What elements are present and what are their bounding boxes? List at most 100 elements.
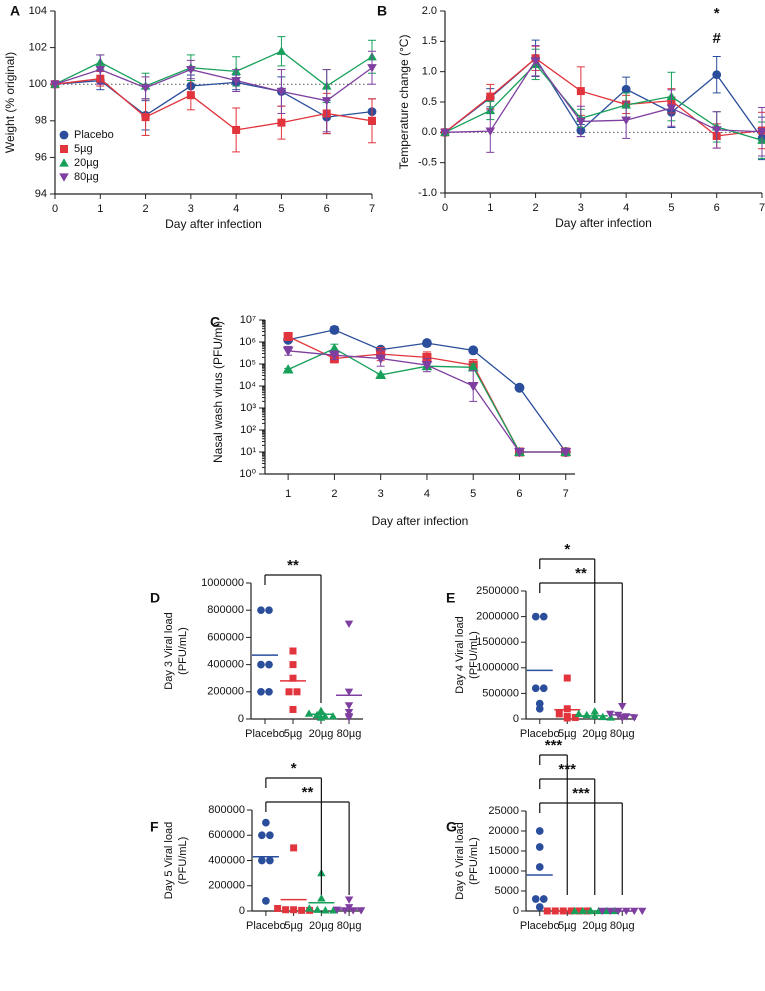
data-point-placebo: [468, 345, 479, 356]
data-point-20ug: [574, 709, 583, 718]
data-point-5ug: [576, 87, 585, 96]
y-tick-label: 0: [238, 713, 244, 725]
data-point-placebo: [266, 856, 274, 865]
data-point-5ug: [186, 91, 195, 100]
data-point-80ug: [757, 128, 765, 137]
x-axis-title: Day after infection: [165, 217, 262, 231]
data-point-80ug: [344, 896, 354, 904]
data-point-5ug: [543, 907, 551, 915]
x-tick-label: 6: [516, 488, 522, 500]
data-point-placebo: [535, 863, 544, 871]
y-axis-title: Day 5 Viral load: [163, 822, 175, 899]
y-tick-label: 0: [239, 905, 245, 917]
x-tick-label: 3: [578, 202, 584, 214]
y-tick-label: -1.0: [418, 187, 437, 199]
x-tick-label: Placebo: [520, 728, 560, 740]
x-tick-label: 4: [424, 488, 430, 500]
series-line-placebo: [54, 79, 373, 118]
x-tick-label: 1: [97, 203, 103, 215]
x-tick-label: 80µg: [610, 920, 635, 932]
y-tick-label: 600000: [208, 829, 245, 841]
y-tick-label: 10⁵: [239, 358, 256, 370]
data-point-20ug: [329, 343, 340, 353]
data-point-placebo: [531, 895, 540, 903]
y-tick-label: 20000: [488, 825, 519, 837]
x-tick-label: 2: [143, 203, 149, 215]
data-point-5ug: [555, 710, 563, 718]
y-tick-label: 0.5: [422, 96, 437, 108]
y-tick-label: 400000: [207, 659, 244, 671]
series-line-20ug: [54, 50, 373, 87]
x-tick-label: 3: [378, 488, 384, 500]
legend-label: 5µg: [74, 143, 93, 155]
data-point-placebo: [712, 70, 722, 80]
data-point-20ug: [316, 706, 326, 714]
data-point-placebo: [262, 818, 270, 827]
x-tick-label: 5µg: [284, 920, 303, 932]
data-point-80ug: [514, 447, 525, 458]
legend-marker-80ug: [59, 173, 69, 182]
data-point-80ug: [276, 87, 287, 97]
data-point-placebo: [535, 843, 544, 851]
panel-label-g: G: [446, 819, 457, 835]
y-tick-label: 600000: [207, 631, 244, 643]
data-point-80ug: [467, 381, 479, 392]
panel-label-d: D: [150, 590, 160, 606]
y-tick-label: 2.0: [422, 5, 437, 17]
data-point-80ug: [530, 57, 541, 66]
data-point-placebo: [257, 660, 265, 669]
y-tick-label: 0: [513, 905, 519, 917]
data-point-20ug: [328, 712, 338, 720]
data-point-80ug: [375, 354, 387, 364]
significance-label: **: [302, 784, 314, 801]
panel-label-b: B: [377, 3, 387, 19]
y-tick-label: 15000: [488, 845, 519, 857]
x-tick-label: 7: [563, 488, 569, 500]
y-axis-title: (PFU/mL): [177, 627, 189, 675]
series-line-80ug: [444, 59, 763, 133]
y-tick-label: 10³: [240, 402, 256, 414]
series-line-5ug: [444, 57, 763, 137]
data-point-20ug: [305, 904, 314, 912]
data-point-5ug: [571, 713, 579, 721]
data-point-20ug: [316, 713, 326, 721]
y-tick-label: 400000: [208, 854, 245, 866]
data-point-placebo: [257, 606, 265, 615]
y-tick-label: 1000000: [201, 577, 244, 589]
y-tick-label: 500000: [482, 687, 519, 699]
data-point-80ug: [186, 65, 196, 75]
data-point-80ug: [666, 104, 677, 113]
data-point-placebo: [535, 903, 544, 911]
data-point-20ug: [313, 905, 322, 913]
y-tick-label: 5000: [495, 885, 519, 897]
y-axis-title: Nasal wash virus (PFU/ml): [211, 321, 225, 463]
data-point-placebo: [535, 704, 544, 713]
data-point-placebo: [262, 897, 270, 905]
x-tick-label: 4: [623, 202, 629, 214]
data-point-5ug: [289, 661, 297, 669]
x-tick-label: 1: [487, 202, 493, 214]
y-tick-label: 1.5: [422, 35, 437, 47]
data-point-20ug: [321, 906, 330, 914]
x-tick-label: 0: [52, 203, 58, 215]
data-point-5ug: [290, 906, 298, 914]
x-tick-label: 20µg: [309, 920, 334, 932]
y-tick-label: 104: [29, 5, 47, 17]
data-point-80ug: [711, 126, 722, 135]
x-tick-label: 5: [668, 202, 674, 214]
y-tick-label: 10⁰: [239, 468, 256, 480]
x-tick-label: 80µg: [610, 728, 635, 740]
y-tick-label: 25000: [488, 805, 519, 817]
x-tick-label: Placebo: [245, 728, 285, 740]
legend-label: 20µg: [74, 157, 99, 169]
y-tick-label: 98: [35, 115, 47, 127]
x-axis-title: Day after infection: [372, 514, 469, 528]
x-tick-label: 7: [759, 202, 765, 214]
data-point-5ug: [274, 904, 282, 912]
panel-label-e: E: [446, 590, 455, 606]
data-point-5ug: [232, 125, 241, 134]
significance-label: *: [291, 760, 297, 777]
data-point-20ug: [467, 361, 479, 372]
data-point-placebo: [258, 831, 266, 840]
